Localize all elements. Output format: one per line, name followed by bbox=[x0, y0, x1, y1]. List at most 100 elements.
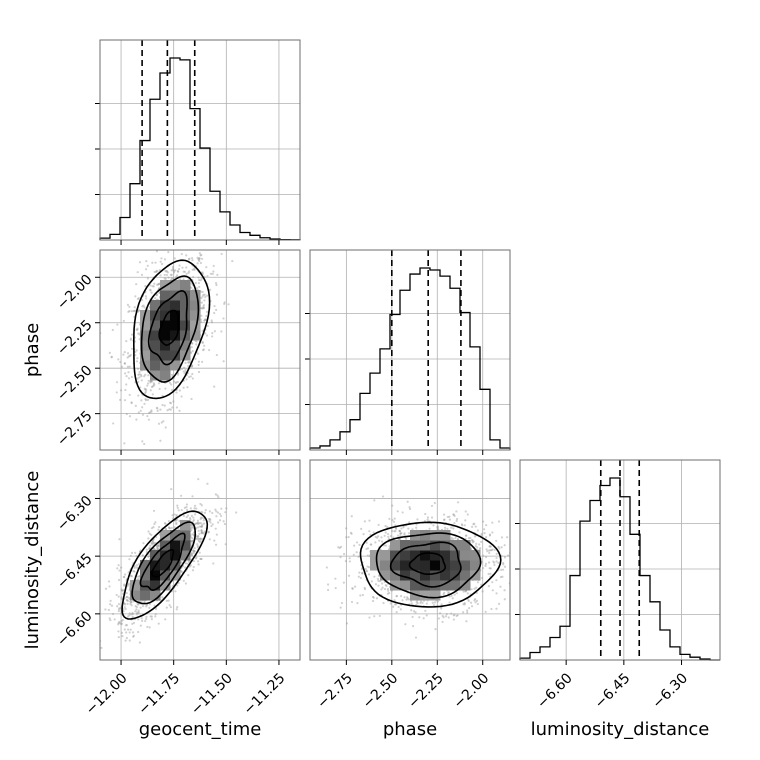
sample-point bbox=[216, 494, 219, 497]
sample-point bbox=[135, 564, 138, 567]
sample-point bbox=[117, 623, 120, 626]
sample-point bbox=[127, 310, 130, 313]
sample-point bbox=[203, 319, 207, 322]
sample-point bbox=[180, 494, 183, 497]
sample-point bbox=[164, 527, 167, 531]
density-cell bbox=[170, 550, 181, 561]
panel-content bbox=[325, 495, 510, 639]
sample-point bbox=[137, 373, 140, 376]
sample-point bbox=[489, 549, 492, 552]
sample-point bbox=[191, 533, 194, 536]
sample-point bbox=[115, 391, 118, 394]
sample-point bbox=[180, 252, 183, 256]
sample-point bbox=[170, 373, 174, 376]
sample-point bbox=[360, 527, 363, 530]
density-cell bbox=[430, 580, 441, 591]
sample-point bbox=[198, 541, 202, 544]
sample-point bbox=[153, 383, 156, 386]
sample-point bbox=[201, 523, 204, 526]
contour-line bbox=[139, 532, 186, 592]
sample-point bbox=[453, 593, 456, 596]
sample-point bbox=[184, 582, 188, 585]
density-cell bbox=[420, 570, 431, 581]
sample-point bbox=[155, 406, 158, 409]
density-cell bbox=[450, 550, 461, 561]
density-cell bbox=[150, 350, 161, 361]
sample-point bbox=[184, 566, 187, 569]
sample-point bbox=[211, 523, 214, 526]
sample-point bbox=[151, 543, 154, 546]
contour-line bbox=[133, 259, 211, 400]
sample-point bbox=[198, 257, 201, 260]
sample-point bbox=[117, 621, 120, 625]
sample-point bbox=[136, 367, 140, 371]
sample-point bbox=[353, 544, 356, 547]
density-cell bbox=[150, 330, 161, 341]
sample-point bbox=[193, 550, 196, 553]
sample-point bbox=[381, 582, 384, 585]
sample-point bbox=[440, 603, 443, 606]
sample-point bbox=[149, 615, 152, 618]
sample-point bbox=[152, 542, 156, 545]
sample-point bbox=[125, 412, 128, 416]
sample-point bbox=[448, 601, 451, 604]
sample-point bbox=[140, 379, 143, 382]
sample-point bbox=[190, 526, 193, 530]
sample-point bbox=[191, 495, 194, 498]
sample-point bbox=[358, 543, 361, 546]
panel-frame bbox=[519, 459, 721, 661]
density-cell bbox=[400, 540, 411, 551]
density-cell bbox=[370, 560, 381, 571]
sample-point bbox=[370, 543, 373, 546]
sample-point bbox=[220, 330, 223, 333]
histogram-phase bbox=[309, 267, 511, 450]
sample-point bbox=[483, 531, 486, 535]
density-cell bbox=[190, 300, 201, 311]
sample-point bbox=[125, 591, 128, 595]
sample-point bbox=[134, 295, 137, 298]
sample-point bbox=[208, 510, 211, 513]
sample-point bbox=[432, 604, 435, 607]
sample-point bbox=[153, 270, 156, 274]
sample-point bbox=[368, 519, 371, 522]
sample-point bbox=[495, 579, 498, 582]
sample-point bbox=[426, 518, 429, 521]
sample-point bbox=[145, 548, 148, 551]
sample-point bbox=[205, 314, 208, 318]
sample-point bbox=[192, 518, 195, 522]
sample-point bbox=[194, 557, 197, 560]
sample-point bbox=[199, 557, 203, 561]
density-cell bbox=[390, 540, 401, 551]
sample-point bbox=[484, 556, 488, 559]
sample-point bbox=[175, 518, 179, 521]
sample-point bbox=[402, 526, 405, 529]
sample-point bbox=[131, 612, 134, 616]
sample-point bbox=[193, 504, 197, 507]
sample-point bbox=[149, 289, 152, 292]
sample-point bbox=[442, 593, 445, 596]
sample-point bbox=[403, 596, 406, 599]
sample-point bbox=[208, 517, 211, 521]
sample-point bbox=[411, 528, 414, 531]
sample-point bbox=[419, 600, 423, 603]
sample-point bbox=[188, 270, 191, 273]
density-cell bbox=[170, 320, 181, 331]
sample-point bbox=[467, 598, 470, 601]
sample-point bbox=[469, 536, 472, 540]
sample-point bbox=[191, 537, 194, 540]
sample-point bbox=[369, 543, 372, 546]
sample-point bbox=[144, 373, 147, 376]
panel-frame bbox=[309, 249, 511, 451]
sample-point bbox=[463, 603, 466, 606]
sample-point bbox=[192, 552, 195, 555]
sample-point bbox=[129, 554, 132, 557]
sample-point bbox=[372, 596, 375, 599]
density-cell bbox=[170, 350, 181, 361]
sample-point bbox=[493, 561, 496, 564]
sample-point bbox=[187, 574, 190, 577]
sample-point bbox=[351, 587, 354, 590]
sample-point bbox=[180, 508, 183, 512]
sample-point bbox=[190, 554, 193, 557]
sample-point bbox=[447, 591, 450, 594]
sample-point bbox=[488, 551, 491, 555]
